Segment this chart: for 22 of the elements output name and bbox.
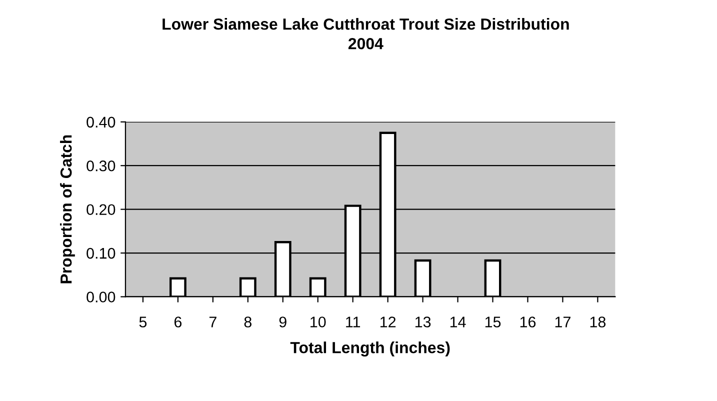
x-tick-label: 15 [485, 316, 501, 328]
x-tick-label: 14 [450, 316, 466, 328]
y-tick-label: 0.00 [86, 292, 116, 302]
x-tick-label: 10 [310, 316, 326, 328]
y-tick-label: 0.30 [86, 160, 116, 172]
x-tick-label: 12 [380, 316, 396, 328]
y-tick-label: 0.20 [86, 204, 116, 216]
x-tick-label: 16 [520, 316, 536, 328]
chart-title: Lower Siamese Lake Cutthroat Trout Size Distribution 2004 [162, 18, 569, 50]
x-tick-label: 17 [555, 316, 570, 328]
y-axis-title: Proportion of Catch [60, 135, 75, 284]
y-tick-label: 0.10 [86, 248, 116, 259]
x-tick-label: 6 [174, 316, 182, 328]
x-tick-label: 13 [415, 316, 431, 328]
x-axis-title: Total Length (inches) [290, 342, 450, 356]
x-tick-label: 11 [346, 316, 360, 328]
x-tick-label: 7 [209, 316, 216, 328]
x-tick-label: 18 [590, 316, 606, 328]
x-tick-label: 8 [244, 316, 252, 328]
y-tick-label: 0.40 [86, 116, 116, 128]
x-tick-label: 5 [139, 316, 147, 328]
x-tick-label: 9 [279, 316, 286, 328]
